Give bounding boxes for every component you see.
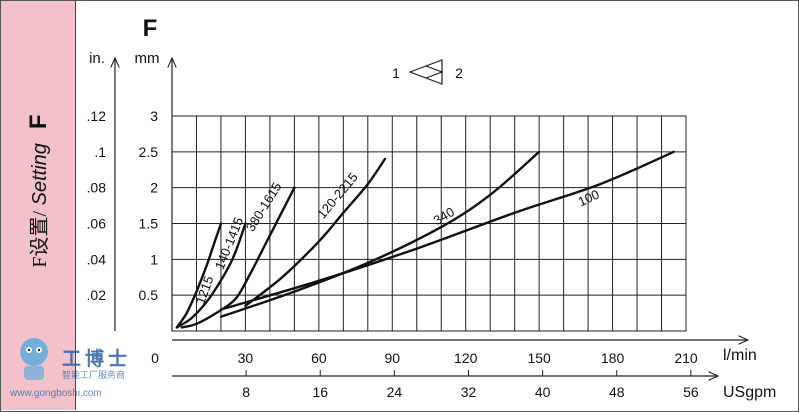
flow-arrow-icon bbox=[408, 59, 444, 85]
watermark-tagline: 智能工厂服务商 bbox=[62, 369, 125, 380]
x-secondary-tick-label: 32 bbox=[461, 384, 477, 400]
x-secondary-tick-label: 40 bbox=[535, 384, 551, 400]
y-tick-label: 2 bbox=[150, 180, 158, 196]
x-tick-label: 150 bbox=[527, 350, 551, 366]
x-tick-label-zero: 0 bbox=[151, 350, 159, 366]
x-tick-label: 210 bbox=[674, 350, 698, 366]
curve-340 bbox=[219, 150, 541, 318]
flow-port-right: 2 bbox=[455, 65, 463, 81]
y-secondary-tick-label: .02 bbox=[87, 287, 107, 303]
x-axis-label-usgpm: USgpm bbox=[723, 384, 776, 401]
curve-label-120-2215: 120-2215 bbox=[314, 170, 361, 222]
x-tick-label: 60 bbox=[311, 350, 327, 366]
watermark-brand: 工博士 bbox=[62, 347, 131, 370]
watermark-mascot-icon bbox=[20, 338, 48, 380]
curve-100 bbox=[219, 150, 675, 311]
y-tick-label: 2.5 bbox=[139, 144, 159, 160]
y-secondary-tick-label: .1 bbox=[94, 144, 106, 160]
x-secondary-tick-label: 8 bbox=[242, 384, 250, 400]
y-axis-label-in: in. bbox=[89, 50, 105, 67]
x-secondary-tick-label: 48 bbox=[609, 384, 625, 400]
curve-label-340: 340 bbox=[431, 204, 457, 228]
x-tick-label: 120 bbox=[454, 350, 478, 366]
x-tick-label: 90 bbox=[384, 350, 400, 366]
curve-140-1415 bbox=[175, 222, 247, 329]
x-secondary-tick-label: 56 bbox=[683, 384, 699, 400]
curve-label-100: 100 bbox=[576, 187, 602, 210]
chart-title: F bbox=[143, 15, 158, 42]
x-tick-label: 30 bbox=[238, 350, 254, 366]
curve-120-2215 bbox=[244, 157, 387, 308]
curve-380-1615 bbox=[180, 186, 296, 329]
y-secondary-tick-label: .08 bbox=[87, 180, 107, 196]
watermark-logo: 工博士 智能工厂服务商 www.gongboshi.com bbox=[9, 338, 131, 399]
y-tick-label: 0.5 bbox=[139, 287, 159, 303]
y-axis-label-mm: mm bbox=[135, 50, 160, 67]
x-tick-label: 180 bbox=[601, 350, 625, 366]
y-tick-label: 1 bbox=[150, 251, 158, 267]
y-secondary-tick-label: .04 bbox=[87, 251, 107, 267]
x-secondary-tick-label: 24 bbox=[387, 384, 403, 400]
x-secondary-tick-label: 16 bbox=[312, 384, 328, 400]
watermark-url: www.gongboshi.com bbox=[9, 388, 102, 399]
y-tick-label: 3 bbox=[150, 108, 158, 124]
y-secondary-tick-label: .06 bbox=[87, 216, 107, 232]
y-tick-label: 1.5 bbox=[139, 216, 159, 232]
flow-port-left: 1 bbox=[392, 65, 400, 81]
y-secondary-tick-label: .12 bbox=[87, 108, 107, 124]
curve-1215 bbox=[175, 222, 223, 329]
chart-grid bbox=[171, 115, 687, 332]
flow-direction-symbol: 1 2 bbox=[392, 59, 463, 85]
x-axis-label-lmin: l/min bbox=[723, 347, 757, 364]
